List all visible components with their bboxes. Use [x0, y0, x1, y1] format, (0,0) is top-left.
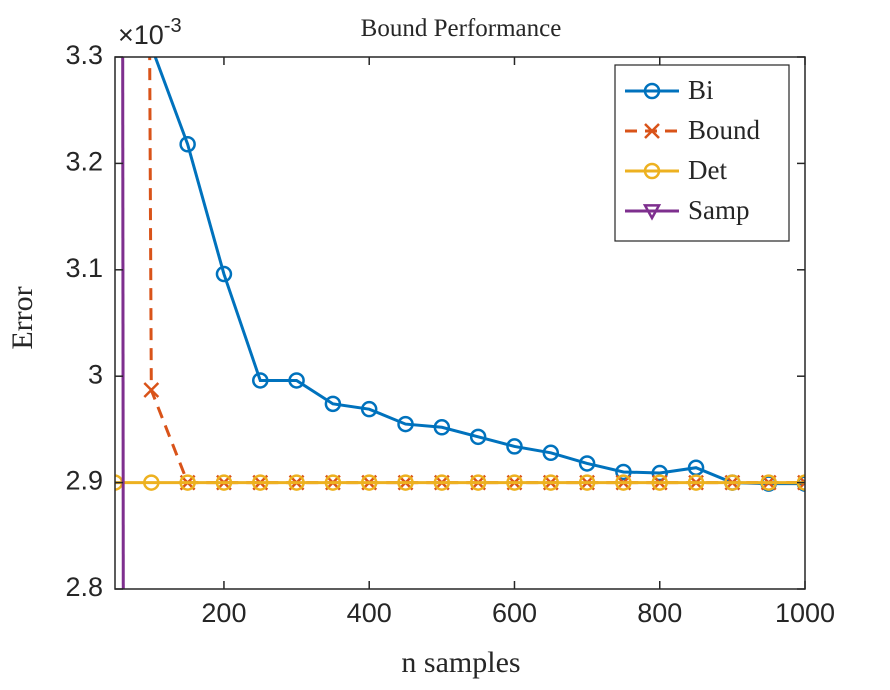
y-tick-label: 3.2: [65, 147, 103, 177]
data-point: [578, 474, 596, 491]
y-tick-label: 2.9: [65, 466, 103, 496]
data-point: [760, 474, 777, 491]
data-point: [143, 382, 160, 398]
x-tick-label: 400: [347, 598, 392, 628]
series-line: [153, 57, 805, 486]
y-multiplier: ×10-3: [118, 15, 182, 50]
x-tick-label: 600: [492, 598, 537, 628]
data-point: [324, 474, 342, 491]
data-point: [687, 474, 705, 491]
legend-marker: [643, 162, 661, 180]
data-point: [215, 474, 233, 491]
data-point: [433, 419, 451, 436]
data-point: [615, 463, 632, 481]
multiplier-base: ×10: [118, 20, 164, 50]
data-point: [651, 474, 668, 491]
data-point: [506, 438, 523, 455]
series-line: [121, 57, 125, 589]
multiplier-exponent: -3: [164, 15, 182, 37]
data-point: [288, 474, 305, 491]
data-point: [724, 474, 741, 491]
axes-box: [114, 56, 806, 590]
data-point: [651, 464, 668, 482]
data-point: [542, 474, 560, 491]
x-axis-label: n samples: [401, 646, 520, 679]
data-point: [397, 415, 414, 433]
legend: Bi Bound Det Samp: [614, 64, 790, 242]
legend-label: Samp: [688, 195, 750, 225]
y-tick-label: 3: [88, 359, 103, 389]
legend-label: Det: [688, 155, 727, 185]
x-tick-label: 1000: [775, 598, 835, 628]
data-point: [397, 474, 414, 491]
data-point: [578, 455, 596, 472]
data-point: [215, 265, 233, 283]
x-tick-label: 200: [201, 598, 246, 628]
y-tick-label: 2.8: [65, 572, 103, 602]
legend-label: Bi: [688, 75, 714, 105]
data-point: [506, 474, 523, 491]
data-point: [469, 428, 487, 446]
data-point: [252, 474, 269, 491]
y-axis-label: Error: [6, 286, 39, 349]
legend-marker: [642, 204, 662, 221]
legend-marker: [644, 123, 660, 139]
data-point: [324, 395, 342, 413]
plot-area: [115, 57, 805, 589]
legend-label: Bound: [688, 115, 761, 145]
y-tick-label: 3.3: [65, 40, 103, 70]
data-point: [542, 444, 560, 462]
legend-marker: [643, 82, 661, 100]
data-point: [252, 372, 269, 389]
data-point: [179, 135, 196, 153]
x-tick-label: 800: [637, 598, 682, 628]
data-point: [469, 474, 487, 491]
data-point: [179, 474, 196, 491]
series-layer: [115, 57, 805, 589]
data-point: [615, 474, 632, 491]
data-point: [143, 474, 160, 491]
chart-title: Bound Performance: [361, 15, 562, 42]
data-point: [360, 400, 378, 418]
data-point: [288, 372, 305, 389]
data-point: [360, 474, 378, 491]
data-point: [433, 474, 451, 491]
y-tick-label: 3.1: [65, 253, 103, 283]
